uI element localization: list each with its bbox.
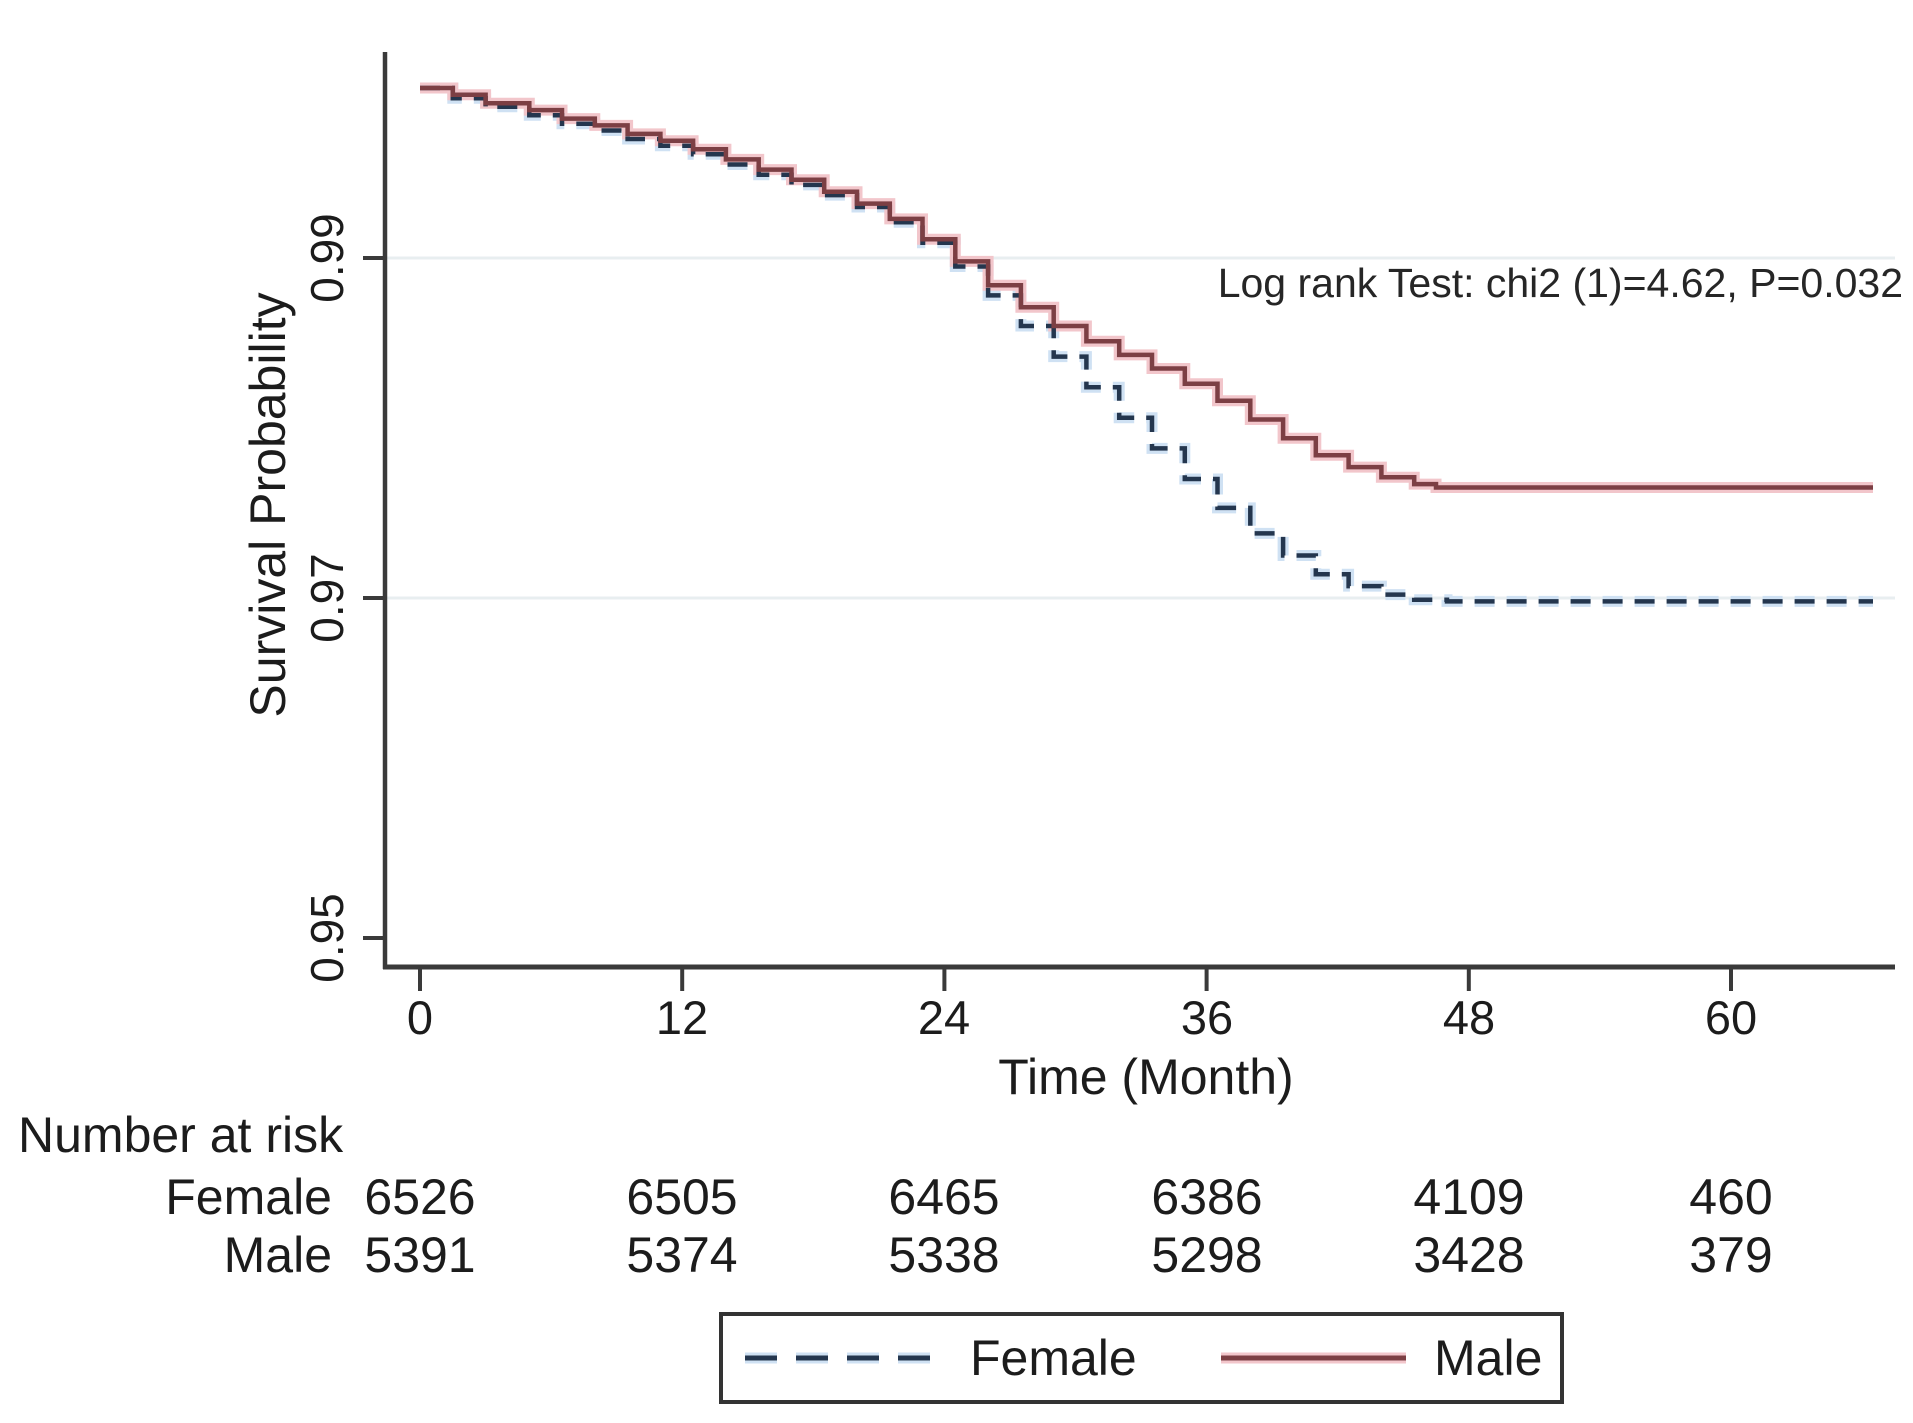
female-curve (420, 85, 1873, 604)
risk-row-male: Male 5391 5374 5338 5298 3428 379 (0, 1226, 1913, 1283)
risk-value-female-36: 6386 (1151, 1169, 1263, 1225)
risk-value-male-60: 379 (1689, 1227, 1773, 1283)
risk-value-female-12: 6505 (626, 1169, 738, 1225)
risk-value-female-48: 4109 (1413, 1169, 1525, 1225)
y-tick-label-097: 0.97 (301, 553, 353, 643)
x-tick-label-36: 36 (1180, 991, 1234, 1044)
legend-label-male: Male (1434, 1330, 1543, 1386)
logrank-annotation: Log rank Test: chi2 (1)=4.62, P=0.032 (1217, 260, 1903, 306)
risk-value-female-0: 6526 (364, 1169, 476, 1225)
risk-value-male-36: 5298 (1151, 1227, 1263, 1283)
risk-value-female-60: 460 (1689, 1169, 1773, 1225)
risk-value-female-24: 6465 (888, 1169, 1000, 1225)
risk-value-male-0: 5391 (364, 1227, 476, 1283)
risk-row-label-female: Female (165, 1169, 332, 1225)
risk-value-male-24: 5338 (888, 1227, 1000, 1283)
risk-table-title: Number at risk (18, 1107, 344, 1163)
risk-value-male-12: 5374 (626, 1227, 738, 1283)
female-curve-halo (420, 82, 1873, 607)
x-tick-label-0: 0 (406, 991, 434, 1044)
risk-value-male-48: 3428 (1413, 1227, 1525, 1283)
x-tick-label-48: 48 (1442, 991, 1496, 1044)
legend-label-female: Female (970, 1330, 1137, 1386)
male-curve (420, 85, 1873, 490)
x-tick-label-12: 12 (655, 991, 709, 1044)
x-tick-label-24: 24 (917, 991, 971, 1044)
y-tick-label-095: 0.95 (301, 893, 353, 983)
legend-box: Female Male (719, 1312, 1564, 1404)
x-tick-label-60: 60 (1704, 991, 1758, 1044)
legend-line-samples (745, 1352, 1406, 1364)
y-axis-title: Survival Probability (240, 292, 296, 718)
x-axis-title: Time (Month) (998, 1049, 1294, 1105)
risk-row-female: Female 6526 6505 6465 6386 4109 460 (0, 1168, 1913, 1225)
risk-row-label-male: Male (223, 1227, 332, 1283)
y-tick-label-099: 0.99 (301, 213, 353, 303)
